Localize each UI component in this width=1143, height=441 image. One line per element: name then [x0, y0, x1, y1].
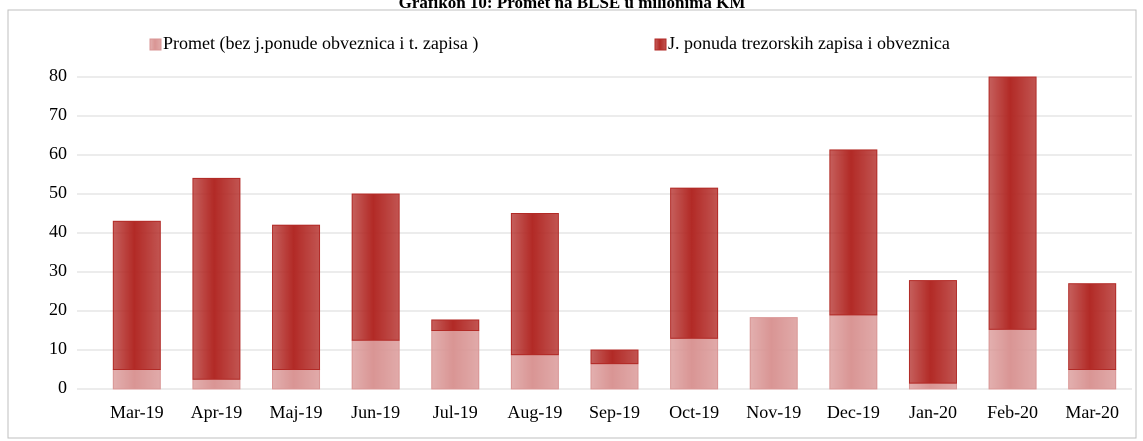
bar-segment [590, 363, 639, 390]
x-tick-label: Apr-19 [191, 402, 243, 422]
x-tick-label: Feb-20 [987, 402, 1038, 422]
bar-segment [749, 317, 798, 390]
y-tick-label: 30 [49, 260, 67, 280]
bar-segment [272, 224, 321, 370]
x-tick-label: Nov-19 [746, 402, 801, 422]
x-tick-label: Dec-19 [827, 402, 880, 422]
x-tick-label: Mar-20 [1065, 402, 1119, 422]
bar-segment [351, 339, 400, 390]
bar-segment [988, 328, 1037, 390]
legend-swatch [654, 38, 667, 51]
legend-label: Promet (bez j.ponude obveznica i t. zapi… [163, 33, 478, 54]
legend-swatch [149, 38, 162, 51]
chart-border [7, 9, 1137, 439]
bar-segment [908, 280, 957, 384]
x-tick-label: Oct-19 [669, 402, 719, 422]
x-tick-label: Sep-19 [589, 402, 640, 422]
legend-label: J. ponuda trezorskih zapisa i obveznica [668, 33, 950, 53]
x-tick-label: Jan-20 [909, 402, 957, 422]
bar-segment [431, 319, 480, 332]
bar-segment [1068, 369, 1117, 390]
y-tick-label: 40 [49, 221, 67, 241]
y-tick-label: 70 [49, 104, 67, 124]
bar-segment [112, 220, 161, 370]
bar-segment [908, 382, 957, 390]
y-tick-label: 60 [49, 143, 67, 163]
bar-segment [351, 193, 400, 341]
bar-segment [192, 177, 241, 380]
bar-segment [112, 369, 161, 390]
x-tick-label: Jul-19 [433, 402, 478, 422]
x-tick-label: Maj-19 [270, 402, 323, 422]
bar-segment [510, 354, 559, 390]
bar-segment [829, 149, 878, 316]
bar-segment [590, 349, 639, 365]
y-tick-label: 80 [49, 65, 67, 85]
bar-segment [431, 330, 480, 390]
bar-segment [670, 187, 719, 339]
y-tick-label: 20 [49, 299, 67, 319]
chart-title: Grafikon 10: Promet na BLSE u milionima … [399, 0, 746, 12]
y-tick-label: 10 [49, 338, 67, 358]
bar-segment [272, 369, 321, 390]
bar-segment [988, 76, 1037, 330]
bar-segment [510, 213, 559, 356]
x-tick-label: Mar-19 [110, 402, 164, 422]
y-tick-label: 50 [49, 182, 67, 202]
bar-segment [829, 314, 878, 390]
x-tick-label: Jun-19 [351, 402, 400, 422]
x-tick-label: Aug-19 [507, 402, 562, 422]
bar-segment [670, 337, 719, 390]
bar-segment [1068, 283, 1117, 371]
bar-segment [192, 378, 241, 390]
y-tick-label: 0 [58, 377, 67, 397]
